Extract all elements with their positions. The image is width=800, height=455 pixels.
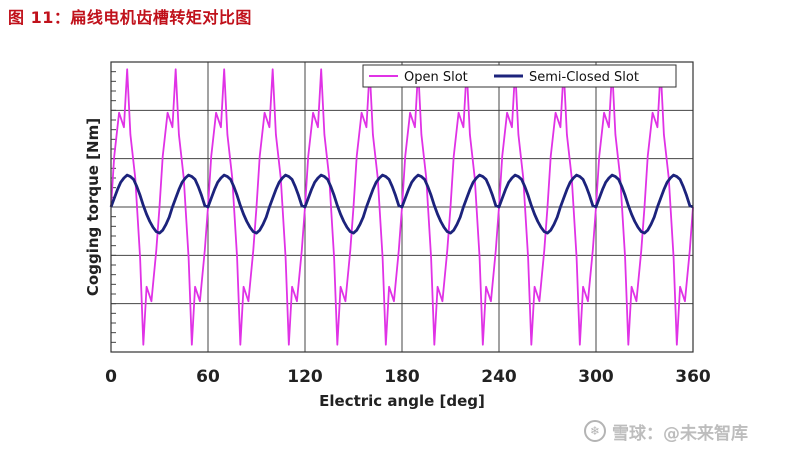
x-tick-label: 240 [481,367,517,387]
y-axis-label: Cogging torque [Nm] [84,118,102,296]
x-tick-label: 300 [578,367,614,387]
figure-title: 图 11：扁线电机齿槽转矩对比图 [8,8,252,27]
x-tick-label: 60 [196,367,220,387]
x-tick-labels: 0 60 120 180 240 300 360 [105,367,711,387]
x-tick-label: 180 [384,367,420,387]
x-tick-label: 0 [105,367,117,387]
watermark-text: 雪球：@未来智库 [612,423,748,444]
legend-label-semi-closed-slot: Semi-Closed Slot [529,70,639,85]
x-axis-label: Electric angle [deg] [319,392,485,410]
plot-frame [110,61,694,353]
x-tick-label: 360 [675,367,711,387]
watermark: ❄ 雪球：@未来智库 [584,418,748,444]
series-line-semi-closed-slot [109,173,694,235]
chart-legend: Open Slot Semi-Closed Slot [362,64,677,88]
snowball-logo-icon: ❄ [584,420,606,442]
legend-label-open-slot: Open Slot [404,70,468,85]
chart-series-layer [109,68,694,346]
x-tick-label: 120 [287,367,323,387]
